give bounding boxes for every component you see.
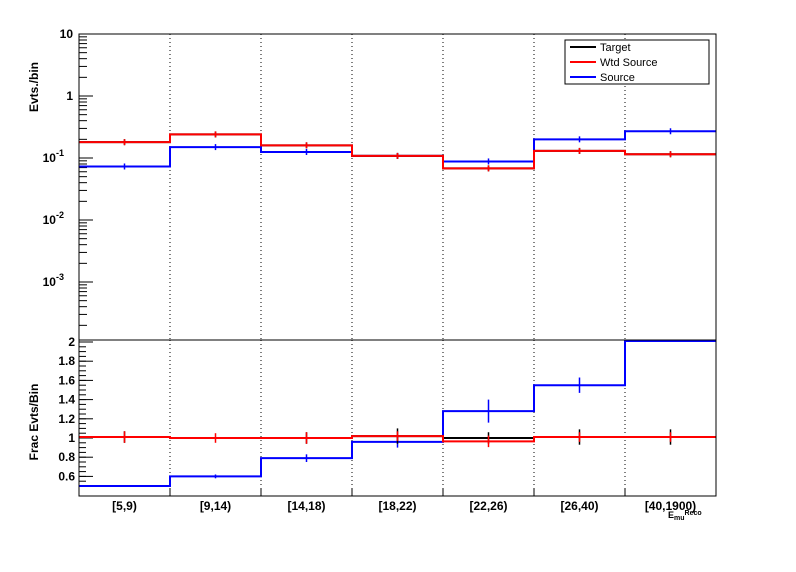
x-tick-label: [14,18) xyxy=(287,499,325,513)
top-y-tick-exponent: -3 xyxy=(56,272,64,282)
top-series-layer xyxy=(79,128,716,172)
bottom-y-tick-label: 2 xyxy=(68,335,75,349)
top-y-tick-base: 10 xyxy=(43,275,57,289)
top-y-tick-base: 10 xyxy=(43,151,57,165)
top-y-tick-base: 10 xyxy=(43,213,57,227)
top-y-tick-exponent: -2 xyxy=(56,210,64,220)
x-tick-label: [18,22) xyxy=(378,499,416,513)
x-axis-label-main: E xyxy=(668,510,674,520)
bottom-panel: 2 1.8 1.6 1.4 1.2 1 0.8 0.6 Frac Evts/Bin [5,9)… xyxy=(27,335,717,522)
x-tick-label: [26,40) xyxy=(560,499,598,513)
bottom-y-axis-label: Frac Evts/Bin xyxy=(27,384,41,461)
x-tick-label: [9,14) xyxy=(200,499,231,513)
x-tick-label: [22,26) xyxy=(469,499,507,513)
top-y-tick-label: 10-1 xyxy=(43,148,64,165)
x-axis-label: EmuReco xyxy=(668,510,702,522)
top-y-tick-label: 10 xyxy=(60,27,74,41)
x-tick-label: [40,1900) xyxy=(645,499,696,513)
bottom-series-layer xyxy=(79,340,716,487)
bottom-y-tick-label: 1.4 xyxy=(58,393,75,407)
bottom-y-tick-label: 1.6 xyxy=(58,373,75,387)
top-y-tick-base: 10 xyxy=(60,27,74,41)
bottom-y-tick-label: 0.8 xyxy=(58,450,75,464)
x-tick-label: [5,9) xyxy=(112,499,137,513)
legend-label-wtd-source: Wtd Source xyxy=(600,57,657,69)
bottom-y-tick-label: 1.2 xyxy=(58,412,75,426)
legend-label-source: Source xyxy=(600,72,635,84)
top-grid xyxy=(169,34,626,340)
top-y-tick-label: 10-2 xyxy=(43,210,64,227)
top-y-tick-label: 1 xyxy=(66,89,73,103)
bottom-y-tick-label: 1.8 xyxy=(58,354,75,368)
bottom-plot-frame xyxy=(78,339,717,497)
top-y-axis-label: Evts./bin xyxy=(27,62,41,112)
top-y-tick-exponent: -1 xyxy=(56,148,64,158)
legend: Target Wtd Source Source xyxy=(564,39,710,85)
top-y-tick-label: 10-3 xyxy=(43,272,64,289)
x-axis-label-sub: mu xyxy=(674,515,685,522)
bottom-y-tick-label: 0.6 xyxy=(58,469,75,483)
x-axis: [5,9) [9,14) [14,18) [18,22) [22,26) [26,40) [… xyxy=(78,488,717,513)
top-y-tick-base: 1 xyxy=(66,89,73,103)
x-axis-label-sup: Reco xyxy=(685,510,702,517)
bottom-y-axis: 2 1.8 1.6 1.4 1.2 1 0.8 0.6 xyxy=(58,335,93,487)
bottom-y-tick-label: 1 xyxy=(68,431,75,445)
legend-label-target: Target xyxy=(600,42,631,54)
